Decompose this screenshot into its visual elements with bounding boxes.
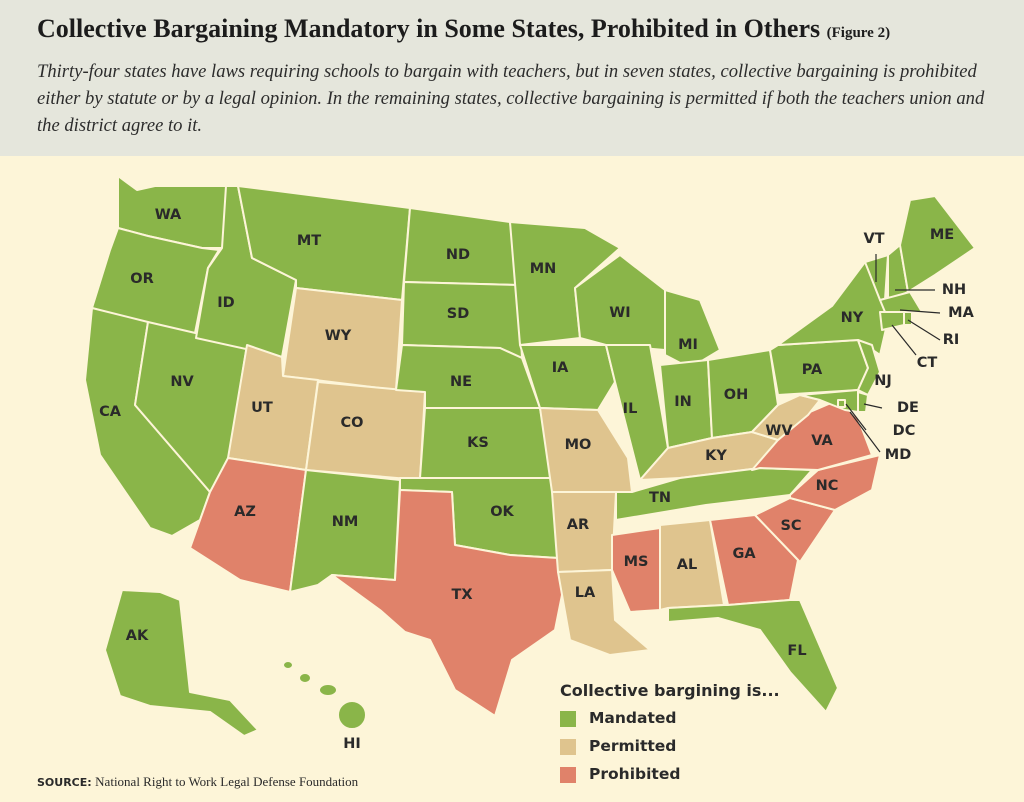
label-AR: AR bbox=[567, 517, 589, 533]
label-HI: HI bbox=[343, 736, 361, 752]
label-KY: KY bbox=[705, 448, 727, 464]
label-NM: NM bbox=[332, 514, 359, 530]
legend-label: Mandated bbox=[589, 709, 677, 727]
label-MT: MT bbox=[297, 233, 321, 249]
label-PA: PA bbox=[802, 362, 823, 378]
source-note: SOURCE: National Right to Work Legal Def… bbox=[37, 774, 358, 790]
state-RI bbox=[903, 311, 913, 326]
source-label: SOURCE: bbox=[37, 776, 92, 789]
label-WV: WV bbox=[765, 423, 793, 439]
figure-label: (Figure 2) bbox=[826, 25, 891, 41]
label-GA: GA bbox=[732, 546, 756, 562]
us-map: WA OR CA NV ID MT WY UT CO AZ NM ND SD N… bbox=[84, 175, 976, 752]
label-AZ: AZ bbox=[234, 504, 256, 520]
label-MS: MS bbox=[624, 554, 649, 570]
label-leader-lines bbox=[845, 254, 941, 453]
state-NM bbox=[289, 469, 401, 593]
label-AK: AK bbox=[126, 628, 149, 644]
label-WY: WY bbox=[325, 328, 352, 344]
label-UT: UT bbox=[251, 400, 273, 416]
label-RI: RI bbox=[943, 332, 960, 348]
label-TX: TX bbox=[451, 587, 472, 603]
label-NC: NC bbox=[816, 478, 839, 494]
label-OK: OK bbox=[490, 504, 514, 520]
legend-swatch-prohibited bbox=[560, 767, 576, 783]
state-IA bbox=[519, 344, 616, 411]
state-MO bbox=[539, 407, 633, 493]
state-DC bbox=[837, 399, 846, 408]
state-MS bbox=[611, 527, 661, 613]
hawaii-island-maui bbox=[318, 683, 338, 697]
label-MO: MO bbox=[565, 437, 592, 453]
label-CA: CA bbox=[99, 404, 122, 420]
state-DE bbox=[857, 391, 869, 413]
hawaii-island-oahu bbox=[298, 672, 312, 684]
label-ND: ND bbox=[446, 247, 470, 263]
label-ID: ID bbox=[217, 295, 234, 311]
label-SD: SD bbox=[447, 306, 469, 322]
label-ME: ME bbox=[930, 227, 954, 243]
label-VT: VT bbox=[863, 231, 884, 247]
label-KS: KS bbox=[467, 435, 489, 451]
label-CO: CO bbox=[341, 415, 364, 431]
state-CO bbox=[305, 381, 426, 481]
state-FL bbox=[667, 599, 839, 713]
label-CT: CT bbox=[917, 355, 938, 371]
label-WI: WI bbox=[609, 305, 630, 321]
label-IA: IA bbox=[552, 360, 569, 376]
state-MI bbox=[664, 289, 721, 369]
label-MI: MI bbox=[678, 337, 698, 353]
label-WA: WA bbox=[155, 207, 182, 223]
subtitle: Thirty-four states have laws requiring s… bbox=[37, 61, 985, 136]
label-NV: NV bbox=[170, 374, 194, 390]
label-NE: NE bbox=[450, 374, 472, 390]
legend-label: Permitted bbox=[589, 737, 677, 755]
legend-swatch-permitted bbox=[560, 739, 576, 755]
hawaii-island-kauai bbox=[282, 660, 294, 670]
label-AL: AL bbox=[677, 557, 697, 573]
state-CT bbox=[879, 311, 905, 331]
label-DC: DC bbox=[893, 423, 916, 439]
label-DE: DE bbox=[897, 400, 919, 416]
legend-swatch-mandated bbox=[560, 711, 576, 727]
label-MN: MN bbox=[530, 261, 557, 277]
label-TN: TN bbox=[649, 490, 671, 506]
label-FL: FL bbox=[787, 643, 806, 659]
page-title: Collective Bargaining Mandatory in Some … bbox=[37, 14, 891, 43]
label-NJ: NJ bbox=[874, 373, 892, 389]
label-MD: MD bbox=[885, 447, 911, 463]
hawaii-islands bbox=[282, 660, 367, 730]
header-band bbox=[0, 0, 1024, 156]
label-IN: IN bbox=[674, 394, 692, 410]
legend-title: Collective bargining is... bbox=[560, 681, 780, 700]
state-TX bbox=[331, 489, 566, 717]
label-VA: VA bbox=[811, 433, 833, 449]
source-text: National Right to Work Legal Defense Fou… bbox=[95, 774, 359, 789]
state-HI bbox=[337, 700, 367, 730]
label-SC: SC bbox=[780, 518, 801, 534]
label-NY: NY bbox=[841, 310, 864, 326]
state-ME bbox=[899, 195, 976, 293]
legend-label: Prohibited bbox=[589, 765, 681, 783]
label-IL: IL bbox=[623, 401, 638, 417]
label-OH: OH bbox=[724, 387, 748, 403]
legend: Collective bargining is... Mandated Perm… bbox=[560, 681, 780, 783]
label-MA: MA bbox=[948, 305, 974, 321]
label-NH: NH bbox=[942, 282, 966, 298]
state-AK bbox=[104, 589, 259, 737]
label-OR: OR bbox=[130, 271, 154, 287]
label-LA: LA bbox=[575, 585, 596, 601]
